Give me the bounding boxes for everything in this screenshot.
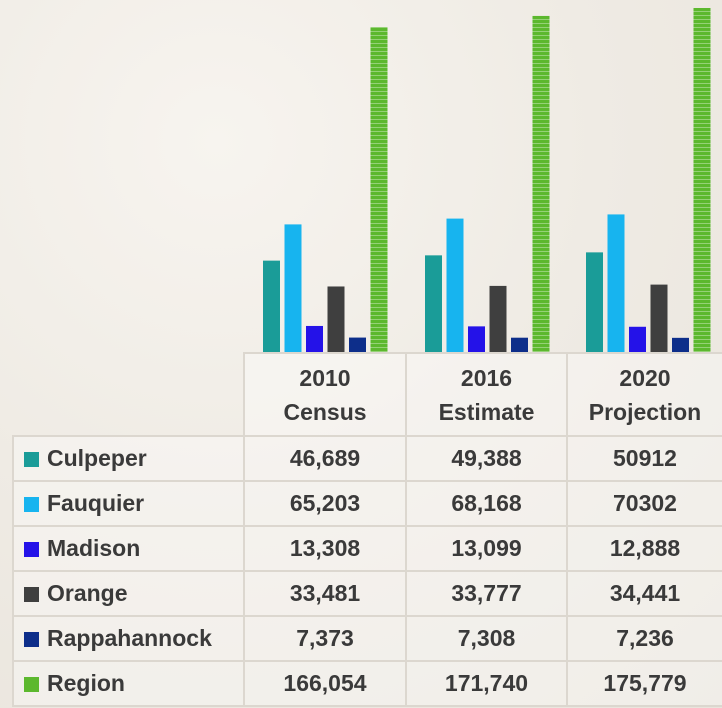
value-cell: 7,308 bbox=[405, 615, 568, 662]
value-cell: 7,236 bbox=[566, 615, 722, 662]
value-label: 7,373 bbox=[296, 625, 354, 651]
value-label: 65,203 bbox=[289, 490, 361, 516]
series-cell: Rappahannock bbox=[12, 615, 245, 662]
series-cell: Region bbox=[12, 660, 245, 707]
legend-swatch bbox=[24, 587, 39, 602]
value-label: 34,441 bbox=[609, 580, 681, 606]
value-cell: 34,441 bbox=[566, 570, 722, 617]
bar bbox=[607, 214, 625, 352]
value-label: 68,168 bbox=[451, 490, 522, 516]
series-name: Madison bbox=[47, 535, 141, 561]
bar bbox=[586, 252, 603, 352]
bar bbox=[693, 8, 711, 352]
value-cell: 13,308 bbox=[243, 525, 407, 572]
bar bbox=[489, 285, 507, 352]
bar bbox=[263, 260, 280, 352]
series-name: Fauquier bbox=[47, 490, 145, 516]
value-label: 70302 bbox=[613, 490, 677, 516]
value-label: 46,689 bbox=[289, 445, 361, 471]
series-name: Culpeper bbox=[47, 445, 147, 471]
value-label: 166,054 bbox=[283, 670, 367, 696]
value-label: 7,236 bbox=[616, 625, 674, 651]
bar bbox=[468, 326, 485, 352]
legend-swatch bbox=[24, 497, 39, 512]
bar bbox=[446, 218, 464, 352]
table-row: Madison 13,308 13,099 12,888 bbox=[12, 525, 722, 572]
value-cell: 13,099 bbox=[405, 525, 568, 572]
bar bbox=[306, 325, 323, 352]
bar bbox=[672, 337, 689, 352]
legend-swatch bbox=[24, 452, 39, 467]
table-row: Region 166,054 171,740 175,779 bbox=[12, 660, 722, 707]
bar bbox=[532, 15, 550, 352]
column-header-label: 2020 Projection bbox=[588, 364, 702, 425]
series-cell: Orange bbox=[12, 570, 245, 617]
value-cell: 12,888 bbox=[566, 525, 722, 572]
value-cell: 68,168 bbox=[405, 480, 568, 527]
series-cell: Madison bbox=[12, 525, 245, 572]
value-cell: 70302 bbox=[566, 480, 722, 527]
value-cell: 49,388 bbox=[405, 435, 568, 482]
value-label: 49,388 bbox=[451, 445, 522, 471]
value-label: 33,481 bbox=[289, 580, 361, 606]
series-cell: Culpeper bbox=[12, 435, 245, 482]
legend-swatch bbox=[24, 632, 39, 647]
value-cell: 50912 bbox=[566, 435, 722, 482]
value-label: 171,740 bbox=[444, 670, 529, 696]
value-label: 13,308 bbox=[289, 535, 361, 561]
value-cell: 65,203 bbox=[243, 480, 407, 527]
column-header: 2016 Estimate bbox=[405, 352, 568, 437]
legend-swatch bbox=[24, 677, 39, 692]
bar-chart bbox=[263, 8, 711, 352]
bar bbox=[327, 286, 345, 352]
column-header-label: 2010 Census bbox=[283, 364, 367, 425]
column-header: 2010 Census bbox=[243, 352, 407, 437]
value-label: 175,779 bbox=[603, 670, 687, 696]
column-header-label: 2016 Estimate bbox=[438, 364, 535, 425]
bar bbox=[629, 326, 646, 352]
value-cell: 171,740 bbox=[405, 660, 568, 707]
table-row: Rappahannock 7,373 7,308 7,236 bbox=[12, 615, 722, 662]
value-label: 12,888 bbox=[609, 535, 681, 561]
table-row: Culpeper 46,689 49,388 50912 bbox=[12, 435, 722, 482]
bar bbox=[650, 284, 668, 352]
value-label: 7,308 bbox=[457, 625, 516, 651]
legend-swatch bbox=[24, 542, 39, 557]
blank-cell bbox=[13, 353, 244, 436]
value-cell: 33,777 bbox=[405, 570, 568, 617]
table-row: Orange 33,481 33,777 34,441 bbox=[12, 570, 722, 617]
value-cell: 175,779 bbox=[566, 660, 722, 707]
value-cell: 166,054 bbox=[243, 660, 407, 707]
value-cell: 7,373 bbox=[243, 615, 407, 662]
bar bbox=[425, 255, 442, 352]
series-cell: Fauquier bbox=[12, 480, 245, 527]
value-label: 50912 bbox=[613, 445, 677, 471]
bar bbox=[284, 224, 302, 352]
series-name: Region bbox=[47, 670, 125, 696]
value-cell: 46,689 bbox=[243, 435, 407, 482]
table-row: Fauquier 65,203 68,168 70302 bbox=[12, 480, 722, 527]
bar bbox=[511, 337, 528, 352]
bar bbox=[349, 337, 366, 352]
column-header: 2020 Projection bbox=[566, 352, 722, 437]
series-name: Rappahannock bbox=[47, 625, 212, 651]
value-label: 33,777 bbox=[451, 580, 522, 606]
bar bbox=[370, 27, 388, 352]
value-label: 13,099 bbox=[451, 535, 522, 561]
value-cell: 33,481 bbox=[243, 570, 407, 617]
series-name: Orange bbox=[47, 580, 128, 606]
data-table: 2010 Census 2016 Estimate 2020 Projection … bbox=[12, 352, 722, 707]
